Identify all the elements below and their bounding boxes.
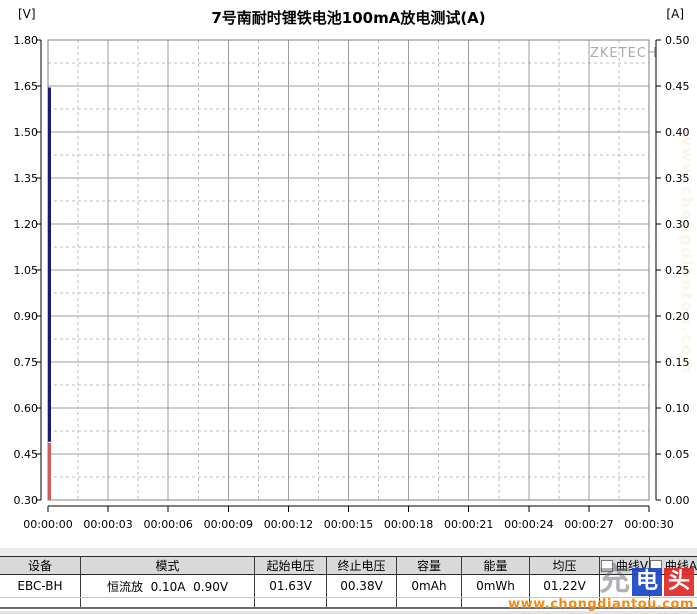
table-row-1-cell-avg-voltage: 01.22V [530,575,600,597]
header-cell-energy: 能量 [462,557,530,574]
results-table: 设备 模式 起始电压 终止电压 容量 能量 均压 曲线V 曲线A EBC-BH 恒流放 0.10A … [0,556,697,609]
svg-text:00:00:06: 00:00:06 [143,518,192,531]
svg-text:0.20: 0.20 [665,310,690,323]
header-cell-mode: 模式 [81,557,255,574]
svg-text:0.30: 0.30 [665,218,690,231]
table-row-1-cell-energy: 0mWh [462,575,530,597]
svg-text:00:00:03: 00:00:03 [83,518,132,531]
svg-text:0.05: 0.05 [665,448,690,461]
header-label-capacity: 容量 [416,559,441,573]
table-row-2-cell-start-voltage [255,598,327,607]
table-row-2-cell-device [0,598,81,607]
table-row-2-cell-end-voltage [327,598,397,607]
table-row-2-cell-curve-a [650,598,697,607]
table-row-2-cell-energy [462,598,530,607]
table-row-2-cell-capacity [397,598,462,607]
right-axis-unit: [A] [666,7,684,21]
header-label-energy: 能量 [483,559,508,573]
header-label-curve-a: 曲线A [664,559,697,573]
svg-text:00:00:15: 00:00:15 [324,518,373,531]
header-cell-capacity: 容量 [397,557,462,574]
svg-text:0.30: 0.30 [14,494,39,507]
table-row-1-cell-curve-a [650,575,697,597]
table-row-1-cell-mode: 恒流放 0.10A 0.90V [81,575,255,597]
table-row-1-cell-curve-v [600,575,650,597]
header-label-avg-voltage: 均压 [552,559,577,573]
table-row-1: EBC-BH 恒流放 0.10A 0.90V 01.63V 00.38V 0mAh 0mW… [0,575,697,597]
svg-text:00:00:24: 00:00:24 [504,518,553,531]
edge-watermark: www.chongdiantou.com [678,132,696,375]
svg-text:00:00:00: 00:00:00 [23,518,72,531]
svg-text:0.40: 0.40 [665,126,690,139]
svg-text:0.75: 0.75 [14,356,39,369]
svg-text:0.25: 0.25 [665,264,690,277]
svg-text:00:00:12: 00:00:12 [264,518,313,531]
svg-text:0.10: 0.10 [665,402,690,415]
svg-text:0.00: 0.00 [665,494,690,507]
table-header-row: 设备 模式 起始电压 终止电压 容量 能量 均压 曲线V 曲线A [0,556,697,575]
zketech-brand-watermark: ZKETECH [590,46,658,61]
svg-text:00:00:09: 00:00:09 [204,518,253,531]
svg-text:1.05: 1.05 [14,264,39,277]
header-label-mode: 模式 [155,559,180,573]
header-cell-start-voltage: 起始电压 [255,557,327,574]
table-row-2-cell-mode [81,598,255,607]
header-label-end-voltage: 终止电压 [337,559,386,573]
chart-plot-area: 1.80 1.65 1.50 1.35 1.20 1.05 0.90 0.75 0.60 0.45… [14,34,690,531]
table-row-1-cell-start-voltage: 01.63V [255,575,327,597]
svg-text:1.65: 1.65 [14,80,39,93]
svg-text:00:00:30: 00:00:30 [624,518,673,531]
table-row-1-cell-end-voltage: 00.38V [327,575,397,597]
svg-text:0.45: 0.45 [665,80,690,93]
svg-text:00:00:27: 00:00:27 [564,518,613,531]
window-bottom-strip [0,611,697,614]
svg-text:0.15: 0.15 [665,356,690,369]
table-row-2 [0,597,697,609]
table-row-2-cell-curve-v [600,598,650,607]
svg-text:00:00:21: 00:00:21 [444,518,493,531]
svg-text:1.80: 1.80 [14,34,39,47]
svg-text:0.50: 0.50 [665,34,690,47]
table-row-1-cell-device: EBC-BH [0,575,81,597]
header-cell-device: 设备 [0,557,81,574]
header-cell-curve-v: 曲线V [600,557,650,574]
svg-text:0.35: 0.35 [665,172,690,185]
header-label-device: 设备 [27,559,52,573]
svg-text:1.50: 1.50 [14,126,39,139]
table-top-strip [0,548,697,556]
chart-title: 7号南耐时锂铁电池100mA放电测试(A) [211,9,486,27]
svg-text:1.20: 1.20 [14,218,39,231]
curve-v-checkbox[interactable] [600,559,613,572]
header-cell-end-voltage: 终止电压 [327,557,397,574]
header-cell-avg-voltage: 均压 [530,557,600,574]
header-label-curve-v: 曲线V [615,559,649,573]
svg-text:0.90: 0.90 [14,310,39,323]
left-axis-unit: [V] [18,7,36,21]
svg-text:0.60: 0.60 [14,402,39,415]
header-cell-curve-a: 曲线A [650,557,697,574]
svg-text:0.45: 0.45 [14,448,39,461]
table-row-1-cell-capacity: 0mAh [397,575,462,597]
table-row-2-cell-avg-voltage [530,598,600,607]
svg-text:00:00:18: 00:00:18 [384,518,433,531]
svg-text:1.35: 1.35 [14,172,39,185]
header-label-start-voltage: 起始电压 [266,559,315,573]
curve-a-checkbox[interactable] [650,559,662,572]
